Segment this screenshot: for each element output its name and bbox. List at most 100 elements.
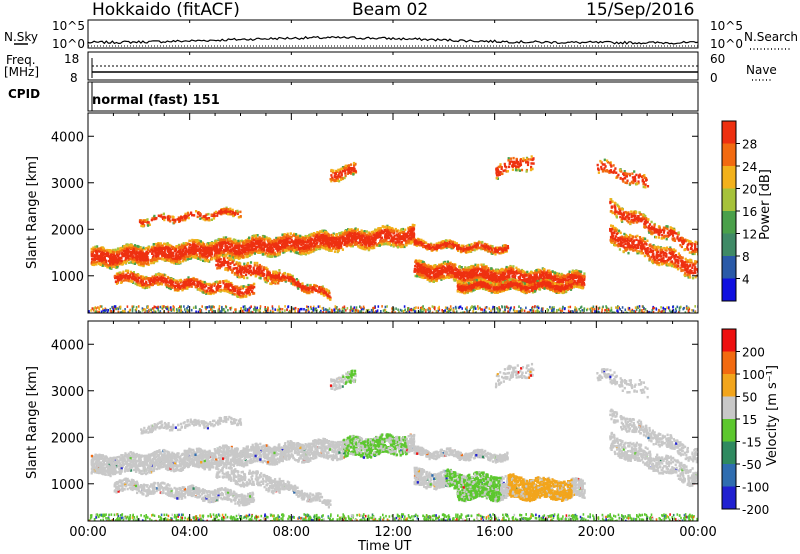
- power-cell: [139, 259, 142, 262]
- power-cell: [105, 263, 108, 266]
- power-cell: [297, 238, 300, 242]
- power-cell: [247, 246, 250, 249]
- power-cell: [236, 289, 239, 293]
- power-cell: [286, 242, 289, 246]
- power-cell: [152, 257, 155, 260]
- power-cell: [268, 273, 271, 277]
- power-cell: [288, 277, 291, 281]
- power-cell: [207, 292, 210, 295]
- power-cell: [171, 257, 174, 260]
- power-cell: [247, 291, 250, 295]
- power-cell: [108, 260, 111, 263]
- power-cell: [167, 251, 170, 254]
- power-cell: [304, 289, 307, 292]
- power-cell: [123, 244, 126, 248]
- power-cell: [583, 277, 586, 280]
- power-cell: [224, 254, 227, 258]
- power-cell: [361, 246, 364, 249]
- power-cell: [315, 238, 318, 241]
- power-cell: [148, 285, 151, 289]
- power-cell: [156, 244, 159, 248]
- power-cell: [312, 239, 315, 242]
- power-cell: [310, 245, 313, 248]
- power-cell: [151, 283, 154, 286]
- power-cell: [254, 275, 257, 278]
- power-cell: [390, 234, 393, 238]
- power-cell: [536, 275, 539, 279]
- beam-title: Beam 02: [352, 0, 429, 20]
- power-cell: [189, 257, 193, 260]
- power-cell: [276, 251, 280, 254]
- power-cell: [108, 255, 111, 259]
- power-cell: [323, 294, 326, 297]
- power-cell: [279, 236, 282, 240]
- power-cell: [230, 249, 233, 252]
- power-cell: [222, 257, 225, 261]
- power-cell: [335, 240, 338, 243]
- power-cell: [183, 245, 187, 249]
- power-cell: [206, 246, 209, 250]
- power-cell: [176, 256, 179, 259]
- power-cell: [229, 291, 232, 295]
- power-cell: [330, 243, 333, 246]
- power-cell: [373, 236, 377, 239]
- power-cell: [300, 235, 303, 239]
- power-cell: [322, 287, 326, 291]
- power-cell: [296, 242, 299, 245]
- power-cell: [241, 255, 245, 259]
- power-cell: [272, 248, 275, 251]
- power-cell: [284, 243, 287, 246]
- power-cell: [219, 254, 222, 257]
- power-cell: [154, 247, 157, 250]
- power-cell: [426, 266, 429, 270]
- power-cell: [286, 234, 289, 238]
- power-cell: [369, 232, 372, 236]
- power-cell: [293, 279, 296, 282]
- power-cell: [260, 237, 263, 241]
- power-cell: [199, 289, 202, 292]
- power-cell: [353, 232, 356, 235]
- power-cell: [304, 234, 307, 238]
- power-cell: [193, 251, 196, 254]
- power-cell: [256, 264, 259, 267]
- power-cell: [150, 261, 153, 265]
- power-cell: [139, 256, 143, 259]
- power-cell: [145, 284, 148, 288]
- power-cell: [127, 276, 130, 280]
- power-cell: [282, 251, 285, 254]
- power-cell: [275, 236, 278, 240]
- power-cell: [318, 290, 322, 293]
- power-cell: [433, 276, 436, 280]
- power-cell: [262, 235, 265, 239]
- power-cell: [227, 282, 230, 286]
- power-cell: [223, 263, 226, 267]
- power-cell: [128, 246, 131, 250]
- power-cell: [127, 256, 130, 260]
- power-cell: [146, 277, 149, 280]
- power-cell: [237, 252, 240, 255]
- power-cell: [123, 259, 127, 263]
- power-cell: [120, 249, 123, 252]
- power-cell: [218, 244, 222, 247]
- power-cell: [223, 241, 226, 244]
- power-cell: [188, 239, 191, 243]
- power-cell: [331, 239, 334, 242]
- power-cell: [293, 247, 296, 250]
- power-cell: [136, 255, 139, 259]
- power-cell: [418, 262, 421, 265]
- power-cell: [367, 231, 371, 234]
- power-cell: [171, 245, 174, 249]
- power-cell: [204, 246, 207, 249]
- power-cell: [347, 233, 350, 237]
- power-cell: [256, 261, 259, 265]
- power-cell: [342, 238, 345, 241]
- power-cell: [244, 249, 247, 253]
- power-cell: [197, 240, 200, 244]
- power-cell: [268, 242, 271, 246]
- power-cell: [104, 264, 107, 267]
- power-cell: [577, 274, 580, 277]
- power-cell: [218, 237, 221, 241]
- power-cell: [352, 234, 356, 238]
- power-cell: [253, 282, 256, 286]
- power-cell: [214, 254, 217, 257]
